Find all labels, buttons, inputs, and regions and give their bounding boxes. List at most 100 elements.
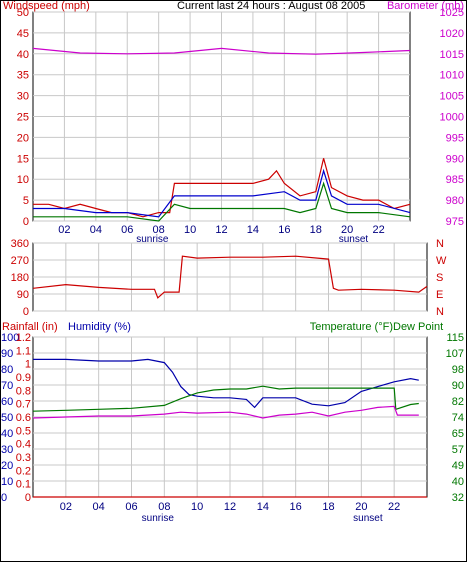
rainfall-axis-label: Rainfall (in) bbox=[2, 321, 58, 333]
temperature-tick-label: 57 bbox=[452, 444, 464, 456]
rainfall-tick-labels: 00.1 0.20.30.4 0.50.60.7 0.80.91 1.11.2 bbox=[16, 332, 31, 504]
humidity-tick-label: 0 bbox=[1, 492, 7, 504]
climate-x-tick-label: 08 bbox=[158, 501, 170, 513]
barometer-tick-label: 985 bbox=[446, 174, 464, 186]
climate-x-tick-label: 04 bbox=[93, 501, 105, 513]
direction-tick-label: 180 bbox=[11, 272, 29, 284]
temperature-tick-label: 98 bbox=[452, 364, 464, 376]
wind-x-tick-label: 10 bbox=[184, 224, 196, 236]
barometer-axis-label: Barometer (mb) bbox=[387, 0, 464, 12]
direction-line bbox=[32, 255, 428, 299]
compass-label: W bbox=[436, 255, 447, 267]
barometer-tick-label: 1020 bbox=[440, 28, 464, 40]
rainfall-tick-label: 0 bbox=[25, 492, 31, 504]
temperature-tick-label: 107 bbox=[446, 348, 464, 360]
climate-x-tick-label: 22 bbox=[388, 501, 400, 513]
windspeed-tick-label: 30 bbox=[17, 91, 29, 103]
temperature-tick-label: 49 bbox=[452, 460, 464, 472]
gust-line bbox=[33, 168, 411, 218]
barometer-tick-label: 1025 bbox=[440, 7, 464, 19]
temperature-tick-label: 65 bbox=[452, 428, 464, 440]
rainfall-tick-label: 0.4 bbox=[16, 439, 31, 451]
sunset-label: sunset bbox=[339, 234, 369, 245]
climate-annotations: sunrise sunset bbox=[142, 513, 383, 524]
direction-grid bbox=[33, 242, 427, 312]
climate-series bbox=[32, 358, 427, 498]
climate-x-tick-label: 18 bbox=[322, 501, 334, 513]
humidity-tick-label: 60 bbox=[1, 396, 13, 408]
climate-x-tick-labels: 02 04 06 08 10 12 14 16 18 20 22 bbox=[60, 501, 401, 513]
compass-label: E bbox=[436, 289, 443, 301]
windspeed-tick-label: 25 bbox=[17, 112, 29, 124]
climate-x-tick-label: 14 bbox=[257, 501, 269, 513]
humidity-tick-label: 30 bbox=[1, 444, 13, 456]
climate-x-tick-label: 10 bbox=[191, 501, 203, 513]
wind-x-tick-label: 14 bbox=[247, 224, 259, 236]
barometer-tick-label: 995 bbox=[446, 132, 464, 144]
wind-x-tick-label: 08 bbox=[153, 224, 165, 236]
windspeed-tick-label: 0 bbox=[23, 216, 29, 228]
temperature-tick-label: 82 bbox=[452, 396, 464, 408]
rainfall-tick-label: 0.2 bbox=[16, 465, 31, 477]
barometer-line bbox=[32, 47, 411, 55]
windspeed-tick-label: 50 bbox=[17, 7, 29, 19]
windspeed-tick-label: 5 bbox=[23, 195, 29, 207]
barometer-tick-label: 980 bbox=[446, 195, 464, 207]
rainfall-tick-label: 0.9 bbox=[16, 372, 31, 384]
windspeed-tick-label: 45 bbox=[17, 28, 29, 40]
wind-x-tick-label: 12 bbox=[215, 224, 227, 236]
barometer-tick-label: 1015 bbox=[440, 49, 464, 61]
rainfall-tick-label: 0.7 bbox=[16, 399, 31, 411]
dewpoint-axis-label: Dew Point bbox=[393, 321, 443, 333]
wind-x-tick-label: 22 bbox=[372, 224, 384, 236]
humidity-tick-label: 100 bbox=[1, 332, 19, 344]
temperature-line bbox=[32, 385, 419, 412]
barometer-tick-label: 990 bbox=[446, 153, 464, 165]
wind-x-tick-label: 16 bbox=[278, 224, 290, 236]
humidity-tick-label: 90 bbox=[1, 348, 13, 360]
compass-label: N bbox=[436, 238, 444, 250]
climate-grid bbox=[33, 336, 427, 498]
windspeed-tick-label: 20 bbox=[17, 132, 29, 144]
compass-label: S bbox=[436, 272, 443, 284]
temperature-tick-label: 115 bbox=[446, 332, 464, 344]
humidity-tick-label: 40 bbox=[1, 428, 13, 440]
sunrise-label: sunrise bbox=[136, 234, 169, 245]
wind-x-tick-labels: 02 04 06 08 10 12 14 16 18 20 22 bbox=[58, 224, 384, 236]
humidity-line bbox=[33, 358, 419, 409]
windspeed-tick-label: 10 bbox=[17, 174, 29, 186]
humidity-tick-label: 80 bbox=[1, 364, 13, 376]
wind-x-tick-label: 18 bbox=[310, 224, 322, 236]
climate-x-tick-label: 02 bbox=[60, 501, 72, 513]
humidity-tick-label: 10 bbox=[1, 476, 13, 488]
humidity-tick-label: 20 bbox=[1, 460, 13, 472]
direction-tick-label: 0 bbox=[23, 306, 29, 318]
windspeed-tick-label: 15 bbox=[17, 153, 29, 165]
rainfall-tick-label: 1.1 bbox=[16, 345, 31, 357]
rainfall-tick-label: 0.3 bbox=[16, 452, 31, 464]
wind-x-tick-label: 20 bbox=[341, 224, 353, 236]
wind-series bbox=[32, 47, 411, 222]
barometer-tick-label: 1000 bbox=[440, 112, 464, 124]
direction-tick-label: 270 bbox=[11, 255, 29, 267]
climate-x-tick-label: 06 bbox=[125, 501, 137, 513]
windspeed-tick-label: 35 bbox=[17, 70, 29, 82]
temperature-tick-label: 90 bbox=[452, 380, 464, 392]
humidity-tick-label: 70 bbox=[1, 380, 13, 392]
temperature-tick-label: 74 bbox=[452, 412, 464, 424]
sunrise-label: sunrise bbox=[142, 513, 175, 524]
climate-x-tick-label: 16 bbox=[290, 501, 302, 513]
barometer-tick-label: 1010 bbox=[440, 70, 464, 82]
direction-series bbox=[32, 255, 428, 299]
windspeed-tick-label: 40 bbox=[17, 49, 29, 61]
rainfall-tick-label: 1.2 bbox=[16, 332, 31, 344]
windspeed-tick-labels: 0 5 10 15 20 25 30 35 40 45 50 bbox=[17, 7, 29, 228]
wind-x-tick-label: 06 bbox=[121, 224, 133, 236]
barometer-tick-labels: 975 980 985 990 995 1000 1005 1010 1015 1020 1025 bbox=[440, 7, 464, 228]
rainfall-tick-label: 0.6 bbox=[16, 412, 31, 424]
wind-x-tick-label: 02 bbox=[58, 224, 70, 236]
